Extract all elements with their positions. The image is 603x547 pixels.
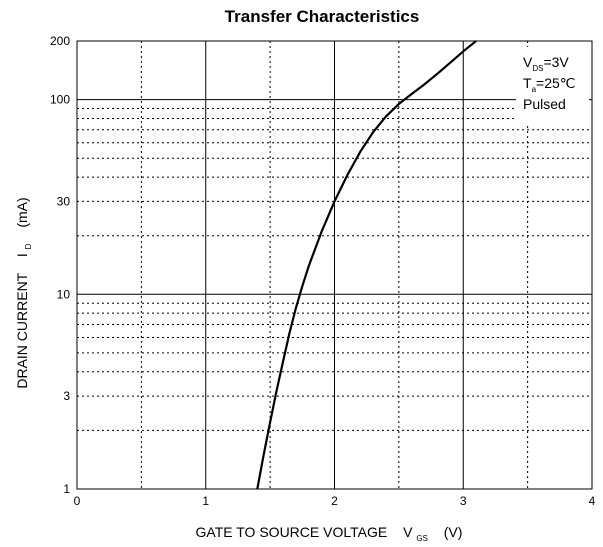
series-group — [256, 40, 477, 490]
y-tick-labels: 1 3 10 30 100 200 — [50, 34, 70, 496]
y-axis-label-symbol: I — [14, 253, 30, 257]
y-tick-label: 1 — [63, 482, 70, 496]
condition-value: =25℃ — [536, 75, 575, 91]
conditions-legend: VDS=3V Ta=25℃ Pulsed — [516, 47, 589, 123]
x-axis-label-main: GATE TO SOURCE VOLTAGE — [196, 524, 388, 540]
condition-value: =3V — [543, 54, 569, 70]
y-tick-label: 3 — [63, 389, 70, 403]
x-tick-label: 0 — [74, 494, 81, 508]
x-tick-label: 4 — [589, 494, 596, 508]
condition-text: Pulsed — [523, 96, 566, 112]
y-tick-label: 100 — [50, 93, 70, 107]
y-tick-label: 10 — [57, 287, 71, 301]
conditions-box — [516, 47, 589, 123]
x-tick-label: 3 — [460, 494, 467, 508]
condition-subscript: a — [532, 85, 537, 94]
plot-frame — [76, 40, 593, 490]
x-axis-label-subscript: GS — [416, 534, 428, 543]
y-axis-label-main: DRAIN CURRENT — [14, 272, 30, 388]
grid — [77, 41, 592, 489]
x-axis-label-unit: (V) — [444, 524, 463, 540]
condition-text: VDS=3V — [523, 54, 569, 73]
x-tick-label: 1 — [202, 494, 209, 508]
x-axis-label-symbol: V — [403, 524, 413, 540]
condition-subscript: DS — [532, 64, 543, 73]
x-axis-label: GATE TO SOURCE VOLTAGE V GS (V) — [196, 524, 463, 544]
condition-symbol: T — [523, 75, 532, 91]
y-axis-label-subscript: D — [24, 243, 33, 249]
y-axis-label-unit: (mA) — [14, 197, 30, 227]
series-line — [256, 40, 477, 490]
x-tick-labels: 0 1 2 3 4 — [74, 494, 596, 508]
condition-text: Ta=25℃ — [523, 75, 576, 94]
condition-symbol: V — [523, 54, 533, 70]
y-tick-label: 200 — [50, 34, 70, 48]
y-tick-label: 30 — [57, 194, 71, 208]
x-tick-label: 2 — [331, 494, 338, 508]
y-axis-label: DRAIN CURRENT I D (mA) — [14, 197, 34, 388]
chart-title: Transfer Characteristics — [225, 7, 420, 26]
